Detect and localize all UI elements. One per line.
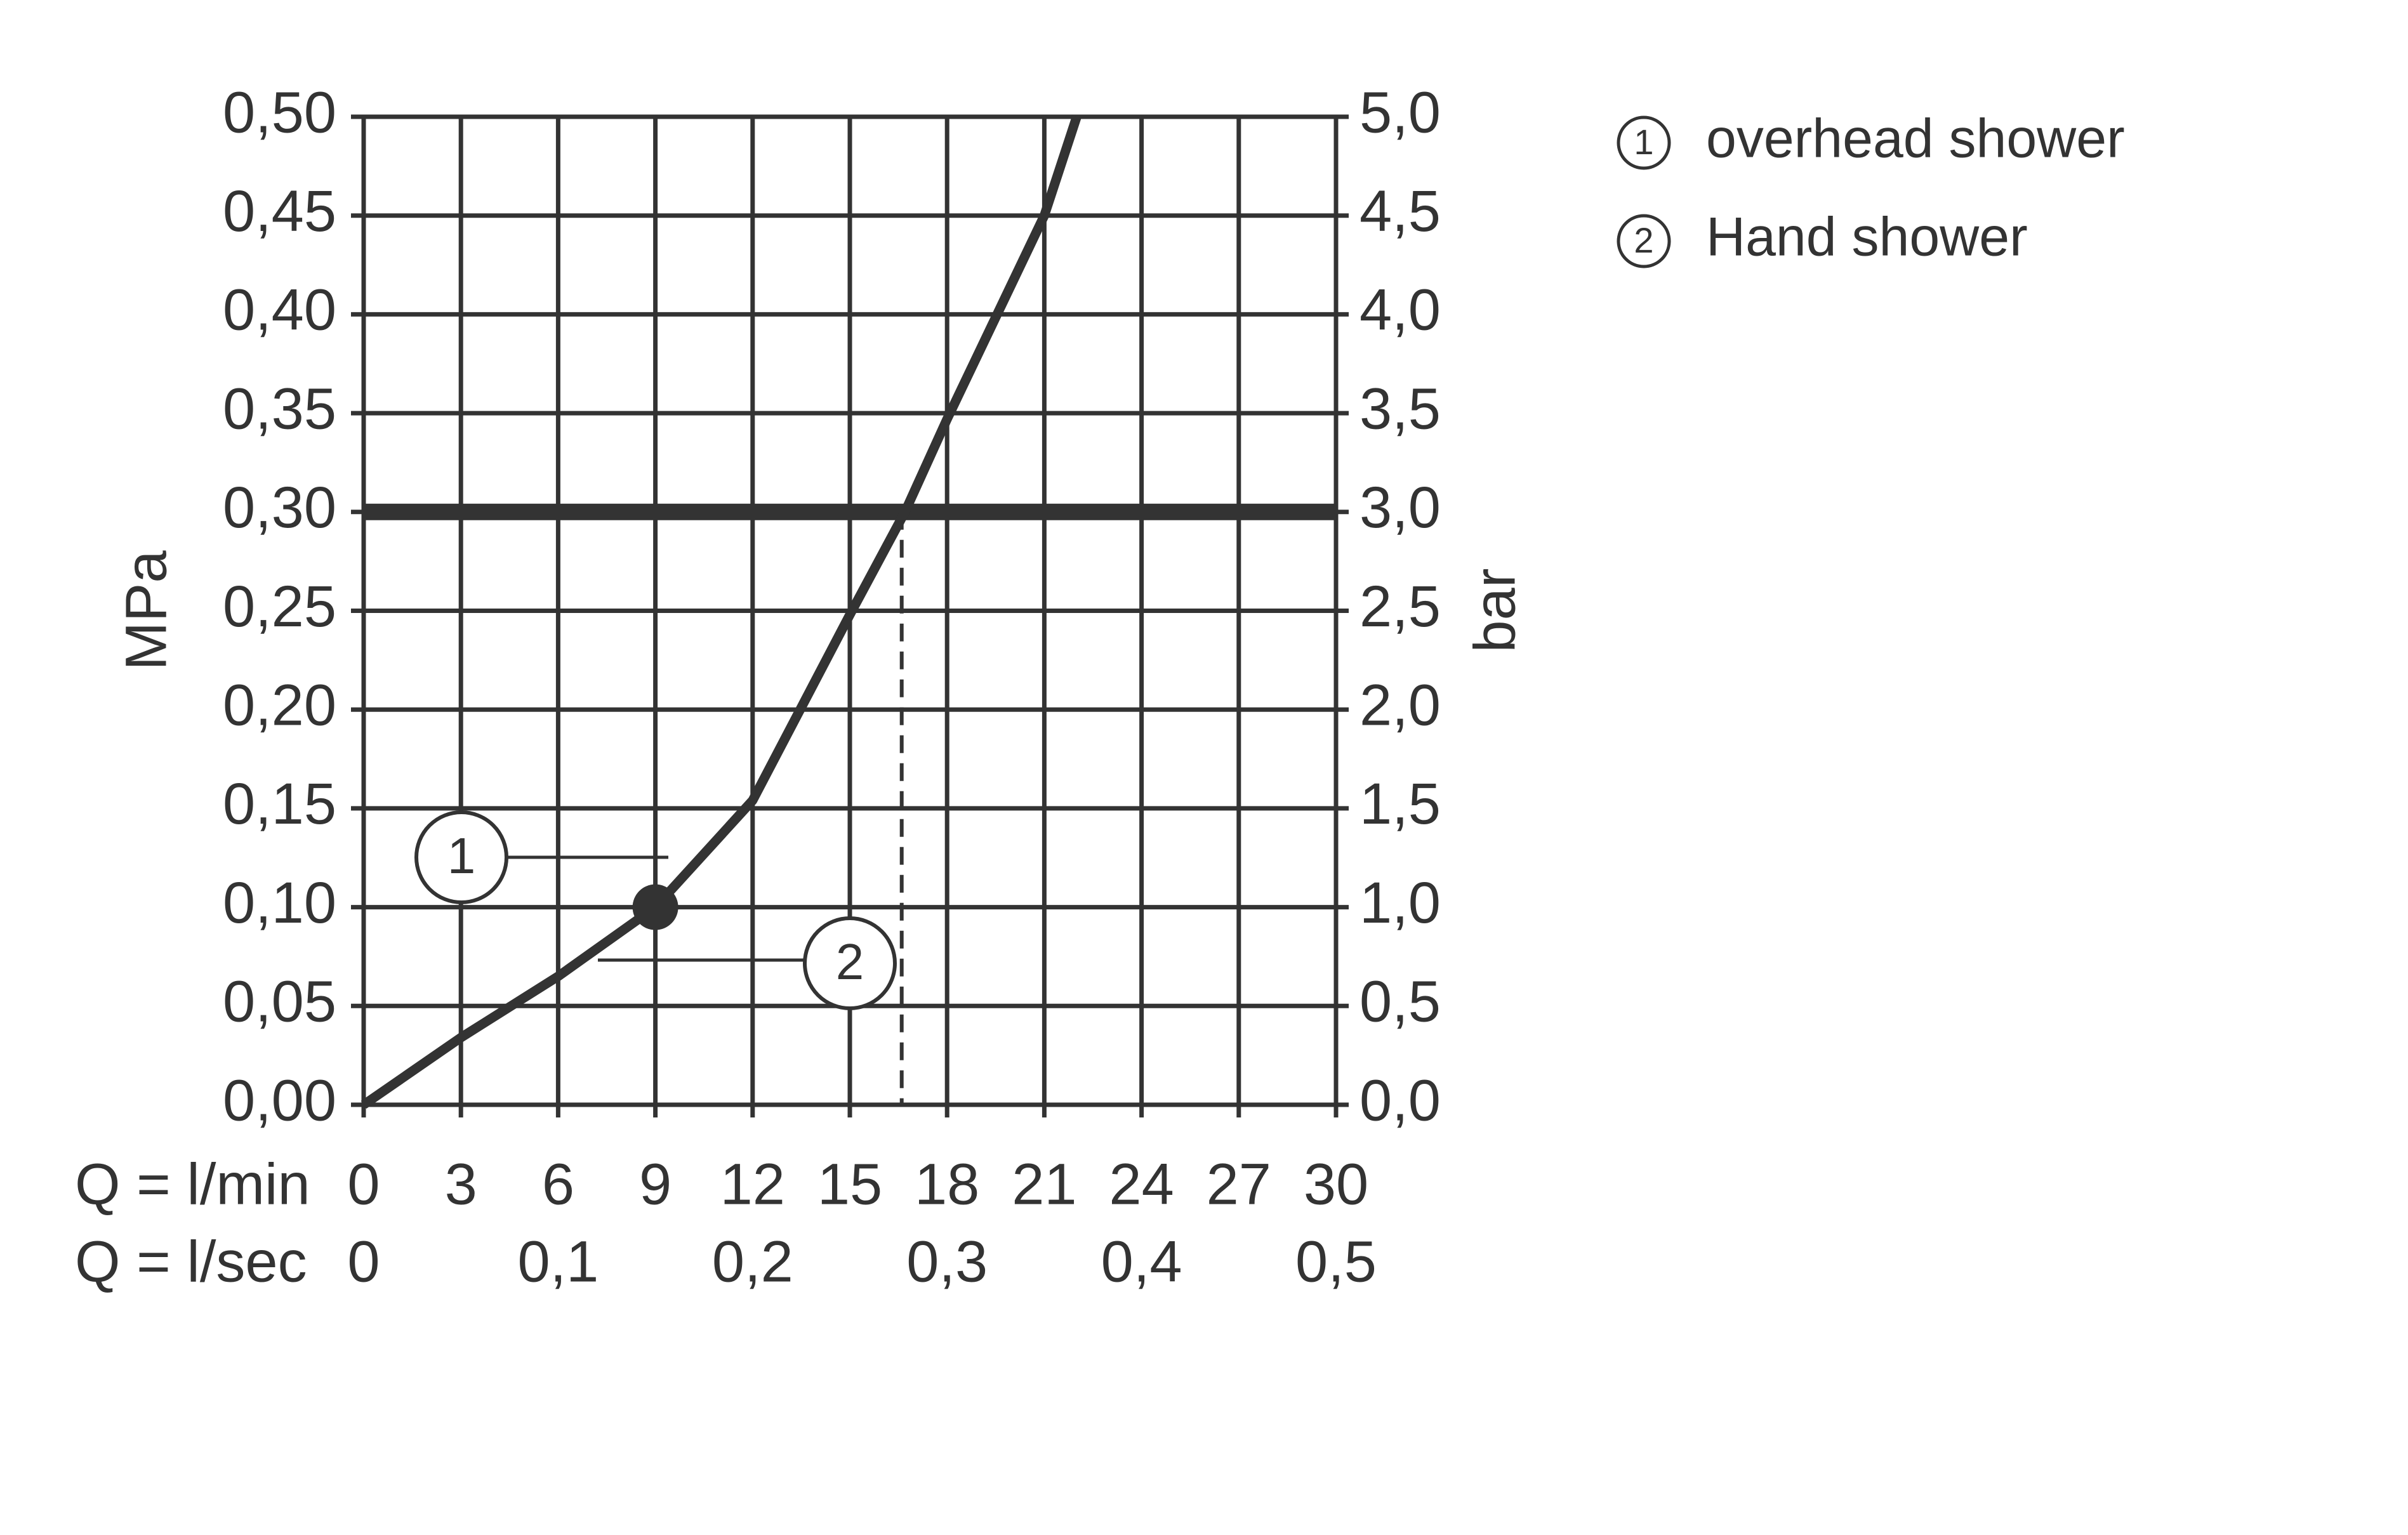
- x2-axis-label: Q = l/sec: [75, 1229, 307, 1294]
- x-tick-label: 27: [1207, 1152, 1271, 1216]
- y-tick-label: 0,05: [223, 970, 336, 1034]
- y2-tick-label: 0,0: [1359, 1068, 1441, 1133]
- legend-marker-circle: [1617, 214, 1671, 268]
- x2-tick-label: 0,2: [712, 1229, 793, 1294]
- x-tick-label: 18: [915, 1152, 979, 1216]
- callout-label: 1: [447, 827, 476, 884]
- y2-tick-label: 4,5: [1359, 179, 1441, 244]
- y-tick-label: 0,45: [223, 179, 336, 244]
- legend-marker-circle: [1617, 115, 1671, 170]
- y-tick-label: 0,00: [223, 1068, 336, 1133]
- x2-tick-label: 0: [347, 1229, 380, 1294]
- x-tick-label: 15: [817, 1152, 882, 1216]
- x-tick-label: 6: [542, 1152, 574, 1216]
- operating-point: [632, 884, 678, 930]
- callout-label: 2: [836, 933, 864, 990]
- y-tick-label: 0,20: [223, 673, 336, 737]
- y-tick-label: 0,40: [223, 278, 336, 343]
- y2-axis-label: bar: [1462, 569, 1527, 653]
- x-tick-label: 3: [445, 1152, 477, 1216]
- y-tick-label: 0,10: [223, 871, 336, 935]
- x2-tick-label: 0,5: [1295, 1229, 1377, 1294]
- legend-label: overhead shower: [1706, 109, 2125, 169]
- x-tick-label: 12: [720, 1152, 785, 1216]
- x-axis-label: Q = l/min: [75, 1152, 310, 1216]
- y-axis-label: MPa: [114, 550, 178, 671]
- y-tick-label: 0,25: [223, 574, 336, 639]
- y2-tick-label: 2,5: [1359, 574, 1441, 639]
- x2-tick-label: 0,3: [906, 1229, 988, 1294]
- y2-tick-label: 1,5: [1359, 772, 1441, 836]
- curve: [361, 115, 1082, 1109]
- x-tick-label: 9: [639, 1152, 671, 1216]
- x-tick-label: 0: [347, 1152, 380, 1216]
- y-tick-label: 0,35: [223, 376, 336, 441]
- legend-label: Hand shower: [1706, 207, 2028, 268]
- y2-tick-label: 3,5: [1359, 376, 1441, 441]
- callout-circle: [414, 810, 508, 904]
- y2-tick-label: 4,0: [1359, 278, 1441, 343]
- y-tick-label: 0,30: [223, 475, 336, 540]
- y-tick-label: 0,50: [223, 80, 336, 145]
- legend-marker: 2: [1634, 220, 1653, 260]
- callout-circle: [803, 916, 897, 1010]
- x-tick-label: 21: [1012, 1152, 1076, 1216]
- y2-tick-label: 3,0: [1359, 475, 1441, 540]
- x2-tick-label: 0,4: [1101, 1229, 1182, 1294]
- x2-tick-label: 0,1: [517, 1229, 599, 1294]
- x-tick-label: 30: [1304, 1152, 1368, 1216]
- y2-tick-label: 1,0: [1359, 871, 1441, 935]
- y-tick-label: 0,15: [223, 772, 336, 836]
- x-tick-label: 24: [1109, 1152, 1174, 1216]
- y2-tick-label: 2,0: [1359, 673, 1441, 737]
- legend-marker: 1: [1634, 122, 1653, 162]
- y2-tick-label: 0,5: [1359, 970, 1441, 1034]
- y2-tick-label: 5,0: [1359, 80, 1441, 145]
